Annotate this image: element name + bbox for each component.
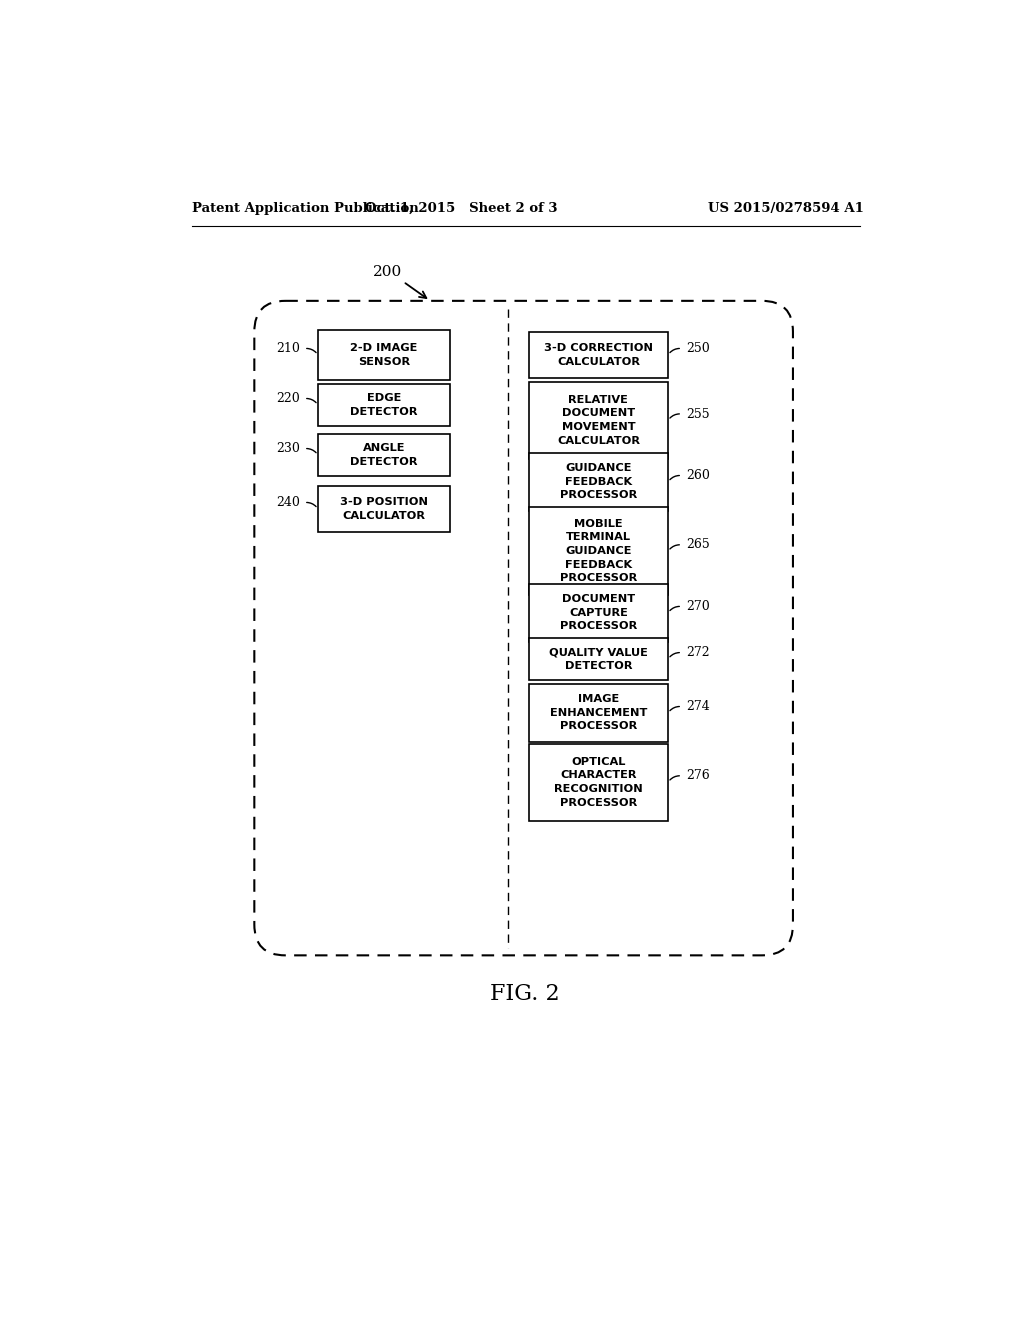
Text: 272: 272 <box>686 647 710 659</box>
Text: 220: 220 <box>276 392 300 405</box>
FancyBboxPatch shape <box>528 583 669 642</box>
Text: 274: 274 <box>686 700 710 713</box>
Text: EDGE
DETECTOR: EDGE DETECTOR <box>350 393 418 417</box>
FancyBboxPatch shape <box>528 507 669 595</box>
Text: Oct. 1, 2015   Sheet 2 of 3: Oct. 1, 2015 Sheet 2 of 3 <box>365 202 557 215</box>
FancyBboxPatch shape <box>317 330 450 380</box>
FancyBboxPatch shape <box>528 453 669 511</box>
FancyBboxPatch shape <box>528 638 669 680</box>
Text: ANGLE
DETECTOR: ANGLE DETECTOR <box>350 444 418 467</box>
Text: MOBILE
TERMINAL
GUIDANCE
FEEDBACK
PROCESSOR: MOBILE TERMINAL GUIDANCE FEEDBACK PROCES… <box>560 519 637 583</box>
Text: 270: 270 <box>686 601 710 612</box>
Text: DOCUMENT
CAPTURE
PROCESSOR: DOCUMENT CAPTURE PROCESSOR <box>560 594 637 631</box>
FancyBboxPatch shape <box>317 486 450 532</box>
FancyBboxPatch shape <box>528 331 669 378</box>
FancyBboxPatch shape <box>317 434 450 477</box>
Text: 3-D POSITION
CALCULATOR: 3-D POSITION CALCULATOR <box>340 496 428 520</box>
FancyBboxPatch shape <box>528 381 669 459</box>
Text: 250: 250 <box>686 342 710 355</box>
Text: 2-D IMAGE
SENSOR: 2-D IMAGE SENSOR <box>350 343 418 367</box>
FancyBboxPatch shape <box>317 384 450 426</box>
Text: 3-D CORRECTION
CALCULATOR: 3-D CORRECTION CALCULATOR <box>544 343 653 367</box>
Text: Patent Application Publication: Patent Application Publication <box>191 202 418 215</box>
Text: 200: 200 <box>373 265 402 280</box>
Text: 265: 265 <box>686 539 710 552</box>
Text: FIG. 2: FIG. 2 <box>490 983 559 1005</box>
Text: QUALITY VALUE
DETECTOR: QUALITY VALUE DETECTOR <box>549 647 648 671</box>
Text: 210: 210 <box>276 342 300 355</box>
Text: IMAGE
ENHANCEMENT
PROCESSOR: IMAGE ENHANCEMENT PROCESSOR <box>550 694 647 731</box>
Text: US 2015/0278594 A1: US 2015/0278594 A1 <box>709 202 864 215</box>
Text: 260: 260 <box>686 469 710 482</box>
Text: 276: 276 <box>686 770 710 783</box>
Text: 230: 230 <box>276 442 300 455</box>
FancyBboxPatch shape <box>528 743 669 821</box>
Text: 240: 240 <box>276 496 300 510</box>
Text: RELATIVE
DOCUMENT
MOVEMENT
CALCULATOR: RELATIVE DOCUMENT MOVEMENT CALCULATOR <box>557 395 640 446</box>
Text: OPTICAL
CHARACTER
RECOGNITION
PROCESSOR: OPTICAL CHARACTER RECOGNITION PROCESSOR <box>554 756 643 808</box>
Text: GUIDANCE
FEEDBACK
PROCESSOR: GUIDANCE FEEDBACK PROCESSOR <box>560 463 637 500</box>
Text: 255: 255 <box>686 408 710 421</box>
FancyBboxPatch shape <box>528 684 669 742</box>
